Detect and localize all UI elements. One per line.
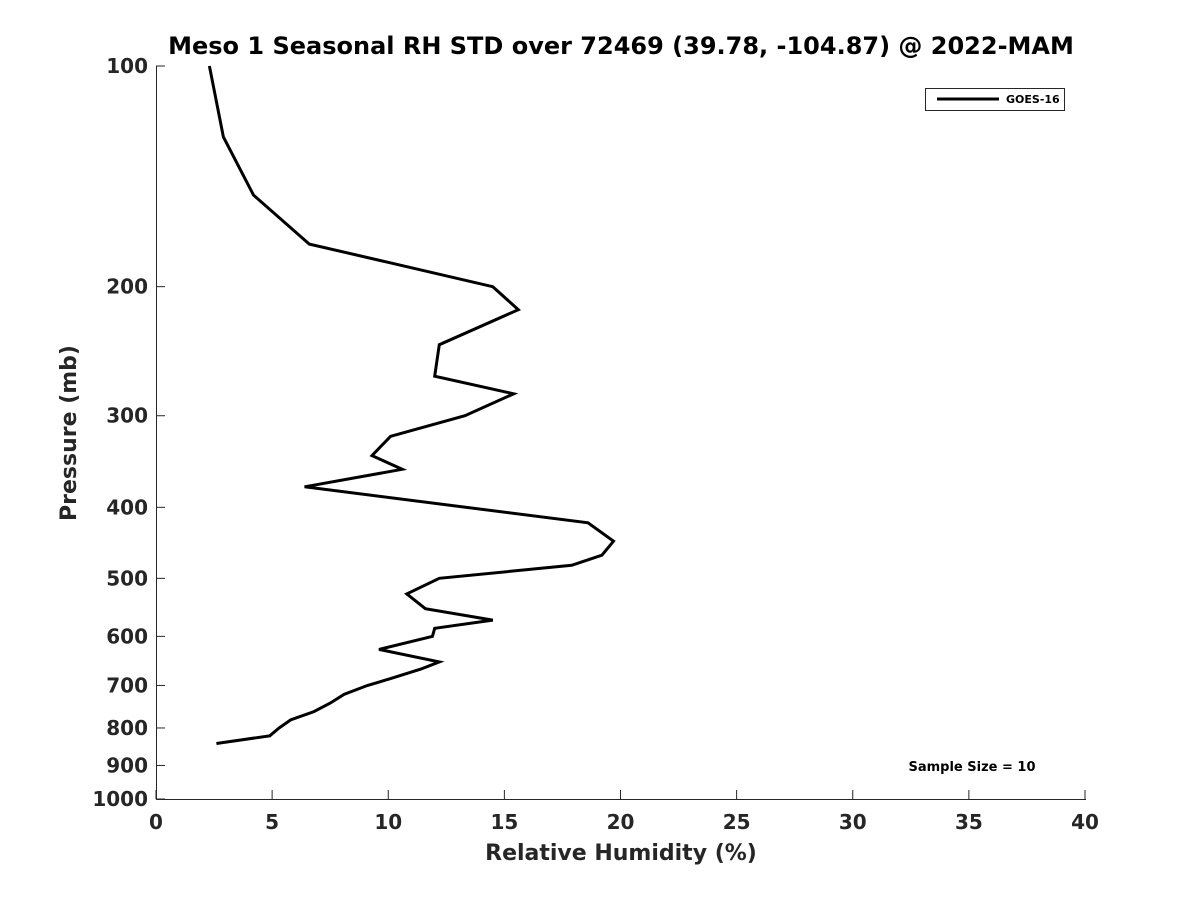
x-tick-label: 15 (490, 810, 518, 834)
y-tick-label: 700 (106, 673, 148, 697)
x-tick-label: 35 (955, 810, 983, 834)
x-tick-label: 20 (607, 810, 635, 834)
y-tick-label: 800 (106, 716, 148, 740)
legend: GOES-16 (925, 88, 1065, 111)
y-tick-label: 400 (106, 495, 148, 519)
y-tick-label: 300 (106, 404, 148, 428)
y-tick-label: 200 (106, 275, 148, 299)
y-tick-label: 600 (106, 624, 148, 648)
sample-size-annotation: Sample Size = 10 (908, 760, 1035, 775)
y-ticks: 100 200 300 400 500 600 700 800 900 1000 (92, 54, 165, 811)
legend-label: GOES-16 (1006, 93, 1060, 106)
x-tick-label: 5 (265, 810, 279, 834)
plot-area (157, 67, 1086, 800)
x-tick-label: 40 (1071, 810, 1099, 834)
x-tick-label: 0 (149, 810, 163, 834)
series-line-goes16 (207, 65, 616, 745)
x-tick-label: 25 (723, 810, 751, 834)
x-axis-label: Relative Humidity (%) (485, 841, 757, 866)
chart-title: Meso 1 Seasonal RH STD over 72469 (39.78… (168, 32, 1074, 60)
y-tick-label: 1000 (92, 787, 148, 811)
x-ticks: 0 5 10 15 20 25 30 35 40 (149, 790, 1099, 834)
y-tick-label: 500 (106, 566, 148, 590)
x-tick-label: 30 (839, 810, 867, 834)
x-tick-label: 10 (374, 810, 402, 834)
y-tick-label: 100 (106, 54, 148, 78)
y-tick-label: 900 (106, 753, 148, 777)
y-axis-label: Pressure (mb) (57, 345, 82, 521)
